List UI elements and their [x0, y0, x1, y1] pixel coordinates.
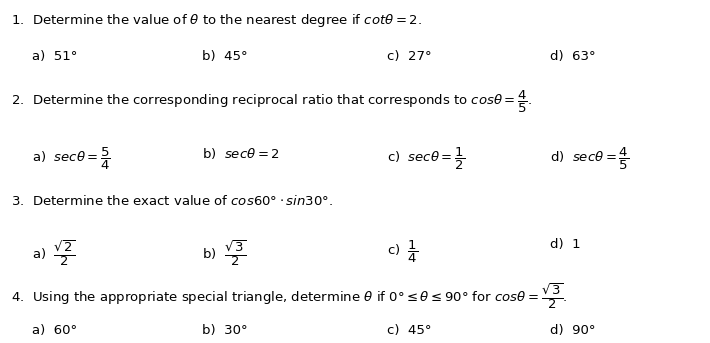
Text: c)  27°: c) 27°: [387, 50, 432, 63]
Text: d)  $sec\theta = \dfrac{4}{5}$: d) $sec\theta = \dfrac{4}{5}$: [550, 146, 629, 172]
Text: b)  30°: b) 30°: [202, 324, 248, 337]
Text: b)  $\dfrac{\sqrt{3}}{2}$: b) $\dfrac{\sqrt{3}}{2}$: [202, 238, 246, 268]
Text: b)  $sec\theta = 2$: b) $sec\theta = 2$: [202, 146, 280, 161]
Text: 4.  Using the appropriate special triangle, determine $\theta$ if $0° \leq \thet: 4. Using the appropriate special triangl…: [11, 281, 567, 311]
Text: d)  63°: d) 63°: [550, 50, 596, 63]
Text: a)  51°: a) 51°: [32, 50, 77, 63]
Text: d)  1: d) 1: [550, 238, 581, 251]
Text: d)  90°: d) 90°: [550, 324, 596, 337]
Text: a)  $sec\theta = \dfrac{5}{4}$: a) $sec\theta = \dfrac{5}{4}$: [32, 146, 111, 172]
Text: 1.  Determine the value of $\theta$ to the nearest degree if $cot\theta = 2$.: 1. Determine the value of $\theta$ to th…: [11, 12, 422, 29]
Text: a)  $\dfrac{\sqrt{2}}{2}$: a) $\dfrac{\sqrt{2}}{2}$: [32, 238, 76, 268]
Text: c)  45°: c) 45°: [387, 324, 432, 337]
Text: a)  60°: a) 60°: [32, 324, 77, 337]
Text: 3.  Determine the exact value of $cos60° \cdot sin30°$.: 3. Determine the exact value of $cos60° …: [11, 194, 333, 208]
Text: b)  45°: b) 45°: [202, 50, 248, 63]
Text: c)  $sec\theta = \dfrac{1}{2}$: c) $sec\theta = \dfrac{1}{2}$: [387, 146, 465, 172]
Text: c)  $\dfrac{1}{4}$: c) $\dfrac{1}{4}$: [387, 238, 418, 264]
Text: 2.  Determine the corresponding reciprocal ratio that corresponds to $cos\theta : 2. Determine the corresponding reciproca…: [11, 89, 532, 115]
